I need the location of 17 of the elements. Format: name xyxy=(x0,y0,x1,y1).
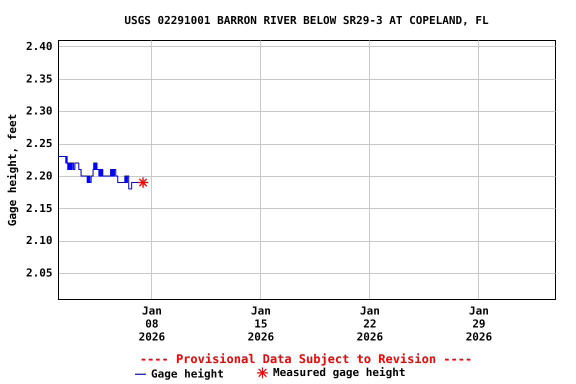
x-tick-label: Jan 08 2026 xyxy=(138,304,166,344)
x-tick-label: Jan 22 2026 xyxy=(356,304,384,344)
y-tick-label: 2.35 xyxy=(26,72,52,86)
text: ---- Provisional Data Subject to Revision ---- xyxy=(140,352,472,366)
x-tick-label: Jan 15 2026 xyxy=(248,304,275,344)
chart-title: USGS 02291001 BARRON RIVER BELOW SR29-3 AT COPELAND, FL xyxy=(124,14,489,27)
y-tick-label: 2.15 xyxy=(26,202,52,215)
y-tick-label: 2.40 xyxy=(26,40,52,53)
y-tick-label: 2.10 xyxy=(26,234,52,248)
x-tick-label: Jan 29 2026 xyxy=(466,304,493,344)
y-tick-label: 2.20 xyxy=(26,169,52,182)
y-tick-label: 2.05 xyxy=(26,266,52,280)
y-tick-label: 2.25 xyxy=(26,137,52,150)
legend-label: Measured gage height xyxy=(273,366,406,379)
legend-label: Gage height xyxy=(151,367,224,380)
y-tick-label: 2.30 xyxy=(26,104,52,118)
y-axis-title: Gage height, feet xyxy=(6,114,20,226)
